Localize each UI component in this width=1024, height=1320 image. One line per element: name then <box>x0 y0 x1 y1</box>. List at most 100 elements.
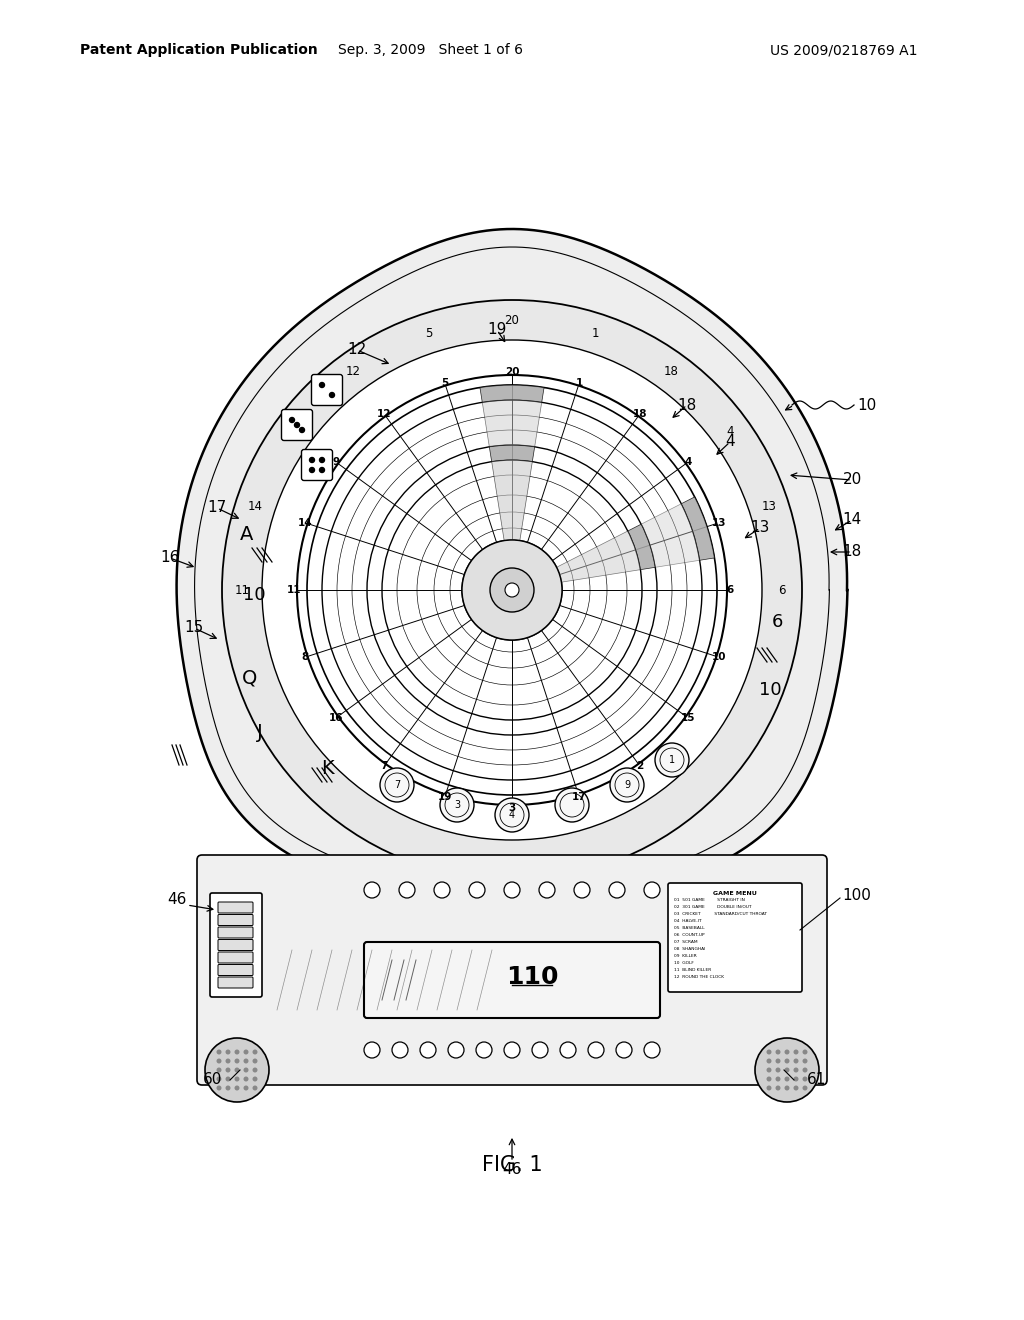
Circle shape <box>225 1085 230 1090</box>
Text: 110: 110 <box>506 965 558 989</box>
Text: 05  BASEBALL: 05 BASEBALL <box>674 927 705 931</box>
Text: 20: 20 <box>505 367 519 378</box>
Text: 06  COUNT-UP: 06 COUNT-UP <box>674 933 705 937</box>
Circle shape <box>253 1085 257 1090</box>
Text: 18: 18 <box>677 397 696 412</box>
Text: 19: 19 <box>487 322 507 338</box>
Text: 09  KILLER: 09 KILLER <box>674 954 696 958</box>
Circle shape <box>319 458 325 462</box>
Text: 8: 8 <box>301 652 308 663</box>
Circle shape <box>767 1085 771 1090</box>
Text: 10  GOLF: 10 GOLF <box>674 961 694 965</box>
Text: 12: 12 <box>346 366 360 378</box>
Circle shape <box>216 1085 221 1090</box>
Text: 4: 4 <box>725 434 735 450</box>
Text: 3: 3 <box>454 800 460 810</box>
Wedge shape <box>641 504 699 568</box>
Text: 11  BLIND KILLER: 11 BLIND KILLER <box>674 968 712 972</box>
Circle shape <box>330 392 335 397</box>
Wedge shape <box>492 459 532 541</box>
Circle shape <box>803 1059 808 1064</box>
Text: 15: 15 <box>184 620 204 635</box>
Circle shape <box>309 458 314 462</box>
Text: K: K <box>321 759 334 777</box>
FancyBboxPatch shape <box>218 965 253 975</box>
Circle shape <box>504 882 520 898</box>
Circle shape <box>495 799 529 832</box>
Wedge shape <box>557 531 640 582</box>
Circle shape <box>803 1077 808 1081</box>
Text: 4: 4 <box>727 425 734 438</box>
Text: 11: 11 <box>234 583 250 597</box>
Circle shape <box>462 540 562 640</box>
Text: 6: 6 <box>771 612 782 631</box>
Circle shape <box>244 1049 249 1055</box>
Circle shape <box>794 1049 799 1055</box>
Text: 60: 60 <box>203 1072 222 1088</box>
Text: Q: Q <box>243 668 258 688</box>
Circle shape <box>784 1077 790 1081</box>
Circle shape <box>244 1085 249 1090</box>
Text: GAME MENU: GAME MENU <box>713 891 757 896</box>
Circle shape <box>392 1041 408 1059</box>
FancyBboxPatch shape <box>218 952 253 964</box>
Circle shape <box>216 1059 221 1064</box>
FancyBboxPatch shape <box>301 450 333 480</box>
Circle shape <box>803 1085 808 1090</box>
Text: FIG. 1: FIG. 1 <box>481 1155 543 1175</box>
Circle shape <box>794 1068 799 1072</box>
Circle shape <box>775 1068 780 1072</box>
Text: 9: 9 <box>290 425 297 438</box>
FancyBboxPatch shape <box>218 927 253 939</box>
Text: 04  HALVE-IT: 04 HALVE-IT <box>674 919 701 923</box>
FancyBboxPatch shape <box>311 375 342 405</box>
Circle shape <box>767 1059 771 1064</box>
Text: 18: 18 <box>843 544 861 560</box>
Circle shape <box>574 882 590 898</box>
Text: 5: 5 <box>441 378 449 388</box>
Circle shape <box>234 1085 240 1090</box>
Circle shape <box>319 467 325 473</box>
Circle shape <box>784 1068 790 1072</box>
Circle shape <box>364 1041 380 1059</box>
Circle shape <box>253 1077 257 1081</box>
Circle shape <box>216 1068 221 1072</box>
Text: 14: 14 <box>248 500 263 513</box>
Circle shape <box>794 1077 799 1081</box>
FancyBboxPatch shape <box>218 915 253 925</box>
Circle shape <box>784 1049 790 1055</box>
Text: 01  501 GAME         STRAIGHT IN: 01 501 GAME STRAIGHT IN <box>674 898 744 902</box>
Circle shape <box>794 1085 799 1090</box>
Circle shape <box>784 1085 790 1090</box>
Circle shape <box>225 1068 230 1072</box>
Circle shape <box>297 375 727 805</box>
Text: Patent Application Publication: Patent Application Publication <box>80 44 317 57</box>
Text: 10: 10 <box>759 681 781 700</box>
Circle shape <box>775 1059 780 1064</box>
Circle shape <box>244 1059 249 1064</box>
Text: A: A <box>241 524 254 544</box>
Text: 17: 17 <box>572 792 587 803</box>
Circle shape <box>420 1041 436 1059</box>
Text: 2: 2 <box>637 762 644 771</box>
Text: 13: 13 <box>762 500 776 513</box>
Text: 1: 1 <box>669 755 675 766</box>
Circle shape <box>609 882 625 898</box>
Text: 20: 20 <box>505 314 519 326</box>
Circle shape <box>222 300 802 880</box>
Circle shape <box>784 1059 790 1064</box>
Circle shape <box>309 467 314 473</box>
Text: 03  CRICKET          STANDARD/CUT THROAT: 03 CRICKET STANDARD/CUT THROAT <box>674 912 767 916</box>
Text: J: J <box>257 722 263 742</box>
Text: 4: 4 <box>509 810 515 820</box>
Wedge shape <box>489 445 535 462</box>
Circle shape <box>539 882 555 898</box>
Circle shape <box>610 768 644 803</box>
Text: 17: 17 <box>208 500 226 516</box>
FancyBboxPatch shape <box>218 902 253 913</box>
Wedge shape <box>628 524 655 570</box>
Text: 20: 20 <box>843 473 861 487</box>
Circle shape <box>555 788 589 822</box>
Text: 14: 14 <box>297 517 312 528</box>
Circle shape <box>299 428 304 433</box>
